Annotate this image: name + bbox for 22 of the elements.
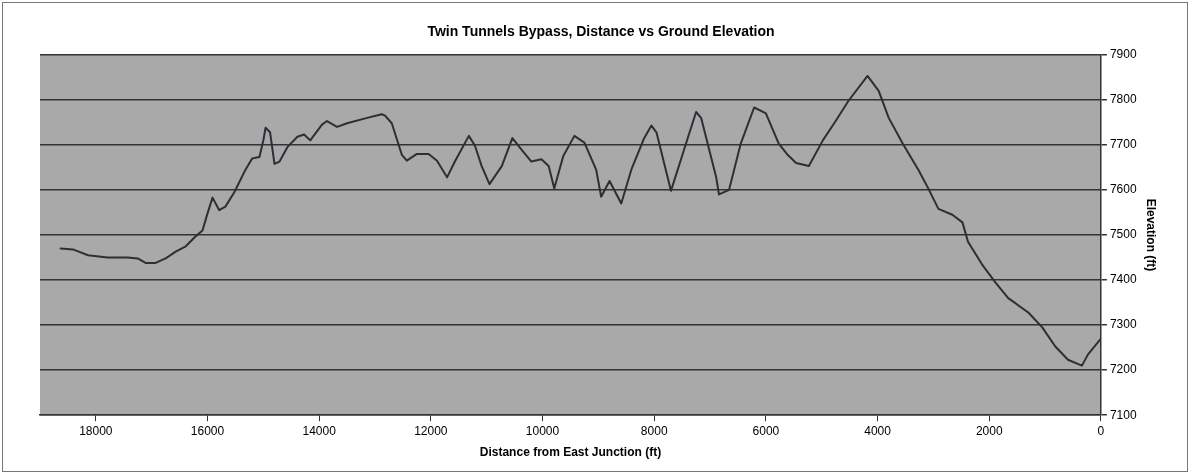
x-tick-label: 8000	[640, 423, 668, 438]
x-axis-title: Distance from East Junction (ft)	[479, 445, 662, 460]
y-tick-label: 7200	[1109, 362, 1137, 377]
x-tick-label: 12000	[414, 423, 448, 438]
x-tick-label: 18000	[79, 423, 113, 438]
y-tick-label: 7100	[1109, 407, 1137, 422]
y-tick-label: 7400	[1109, 272, 1137, 287]
x-tick-label: 2000	[975, 423, 1003, 438]
y-tick-label: 7800	[1109, 92, 1137, 107]
y-tick-label: 7900	[1109, 47, 1137, 62]
y-tick-label: 7300	[1109, 317, 1137, 332]
x-tick-label: 6000	[752, 423, 780, 438]
chart-title: Twin Tunnels Bypass, Distance vs Ground Elevation	[427, 23, 775, 40]
x-tick-label: 14000	[302, 423, 337, 438]
y-tick-label: 7700	[1109, 137, 1137, 152]
x-tick-label: 0	[1097, 423, 1105, 438]
y-axis-title: Elevation (ft)	[1144, 198, 1159, 272]
x-tick-label: 4000	[864, 423, 892, 438]
x-tick-label: 10000	[525, 423, 560, 438]
x-tick-label: 16000	[190, 423, 225, 438]
y-tick-label: 7600	[1109, 182, 1137, 197]
y-tick-label: 7500	[1109, 227, 1137, 242]
